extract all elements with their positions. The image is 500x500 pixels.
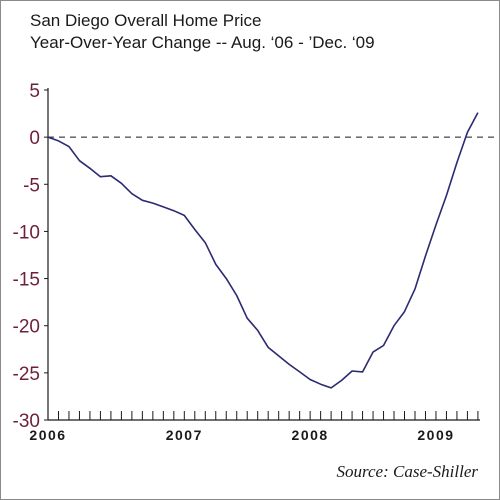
y-tick-label: 0	[29, 128, 40, 149]
title-line-1: San Diego Overall Home Price	[30, 11, 262, 30]
y-tick-label: -15	[13, 270, 40, 291]
series-line	[47, 112, 479, 389]
chart-title: San Diego Overall Home Price Year-Over-Y…	[30, 10, 375, 54]
y-tick-label: -25	[13, 364, 40, 385]
y-tick-label: -10	[13, 222, 40, 243]
x-tick-label: 2009	[417, 427, 454, 443]
x-tick-label: 2007	[166, 427, 203, 443]
title-line-2: Year-Over-Year Change -- Aug. ‘06 - ’Dec…	[30, 33, 375, 52]
y-tick-label: -5	[23, 175, 40, 196]
y-tick-label: -20	[13, 317, 40, 338]
source-note: Source: Case-Shiller	[336, 462, 478, 481]
y-tick-label: -30	[13, 411, 40, 432]
x-tick-label: 2006	[29, 427, 66, 443]
y-tick-label: 5	[29, 81, 40, 102]
x-tick-label: 2008	[292, 427, 329, 443]
